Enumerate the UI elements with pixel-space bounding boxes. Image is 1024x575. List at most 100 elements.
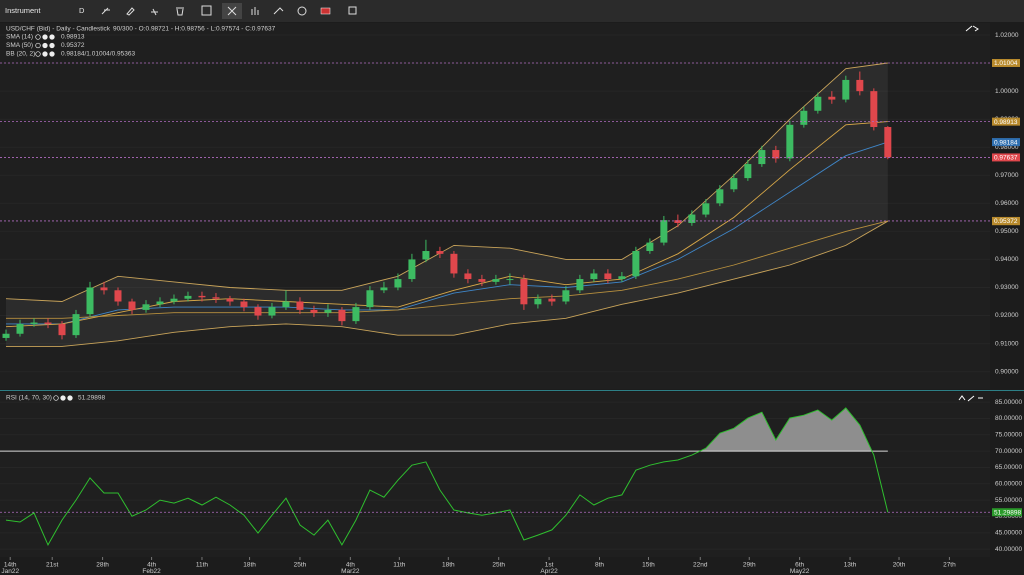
price-tag (992, 508, 1022, 517)
candle-body (730, 178, 738, 190)
price-tag-label: 0.95372 (994, 218, 1018, 225)
language-flag[interactable] (320, 7, 331, 15)
candle-body (170, 298, 178, 302)
maximize-icon[interactable] (965, 25, 979, 32)
rsi-line (5, 407, 889, 547)
price-tag (992, 138, 1020, 147)
indicator-line (6, 141, 888, 325)
delete-tool[interactable] (176, 7, 184, 16)
legend-icon[interactable] (67, 395, 73, 401)
crosshair-tool[interactable] (227, 6, 237, 16)
theme-tool[interactable] (297, 6, 307, 16)
legend-reading: 0.98913 (61, 34, 85, 41)
candle-body (786, 124, 794, 159)
x-tick-label: 25th (294, 562, 307, 569)
price-tag (992, 216, 1020, 225)
y-tick-label: 70.00000 (995, 448, 1022, 455)
candle-body (44, 322, 52, 324)
candle-body (408, 259, 416, 280)
candle-body (548, 298, 556, 302)
window-tool[interactable] (348, 6, 357, 15)
x-tick-label: 20th (893, 562, 906, 569)
price-tag-label: 1.01004 (994, 60, 1018, 67)
x-tick-label: 6th (795, 562, 804, 569)
toolbar (0, 0, 1024, 22)
price-panel (0, 23, 990, 389)
y-tick-label: 0.95000 (995, 228, 1019, 235)
x-tick-label: 29th (743, 562, 756, 569)
candle-body (100, 287, 108, 291)
candle-body (618, 276, 626, 280)
candle-body (282, 301, 290, 308)
candle-body (310, 309, 318, 313)
legend-name: SMA (50) (6, 42, 33, 49)
toolbar-items: Instrument D (5, 3, 357, 19)
x-tick-label: 4th (147, 562, 156, 569)
legend-icon[interactable] (35, 51, 41, 57)
legend-icon[interactable] (49, 42, 55, 49)
candle-body (478, 279, 486, 282)
candle-body (296, 301, 304, 310)
candle-body (800, 110, 808, 125)
period-menu[interactable]: D (79, 6, 85, 15)
candle-body (716, 189, 724, 204)
x-tick-label: 1st (545, 562, 554, 569)
candle-body (576, 279, 584, 291)
overbought-fill (699, 408, 872, 452)
y-tick-label: 45.00000 (995, 530, 1022, 537)
candle-body (394, 279, 402, 288)
x-tick-label: 15th (642, 562, 655, 569)
share-tool[interactable] (273, 7, 284, 15)
candle-body (520, 279, 528, 305)
candle-body (324, 309, 332, 313)
indicator-line (5, 62, 888, 302)
legend-icon[interactable] (35, 42, 41, 49)
x-tick-label: 11th (393, 562, 406, 569)
price-tag (992, 117, 1020, 126)
candle-body (660, 220, 668, 243)
legend-icon[interactable] (53, 395, 59, 401)
y-tick-label: 0.90000 (995, 368, 1019, 375)
legend-icon[interactable] (35, 34, 41, 40)
draw-tool[interactable] (101, 7, 110, 15)
candle-body (198, 295, 206, 298)
candle-body (674, 220, 682, 223)
x-tick-label: 22nd (693, 562, 708, 569)
candle-body (464, 273, 472, 280)
fib-tool[interactable] (151, 8, 158, 16)
candle-body (646, 242, 654, 252)
y-tick-label: 0.93000 (995, 284, 1019, 291)
candle-body (268, 307, 276, 316)
instrument-menu[interactable]: Instrument (5, 6, 41, 15)
band-fill (6, 63, 888, 347)
x-tick-label: 11th (196, 562, 209, 569)
indicator-line (6, 220, 889, 347)
legend-icon[interactable] (49, 34, 55, 40)
chart-type[interactable] (251, 7, 259, 15)
legend-icon[interactable] (42, 51, 48, 57)
x-tick-sublabel: Feb22 (142, 568, 161, 575)
x-tick-label: 25th (492, 562, 505, 569)
legend-icon[interactable] (42, 34, 48, 40)
y-tick-label: 0.98000 (995, 144, 1019, 151)
y-tick-label: 40.00000 (995, 546, 1022, 553)
x-tick-sublabel: Mar22 (341, 568, 360, 575)
legend-icon[interactable] (42, 42, 48, 49)
legend-reading: 0.98184/1.01004/0.95363 (61, 51, 135, 58)
panel-icons[interactable] (958, 395, 983, 402)
pen-tool[interactable] (126, 7, 135, 16)
legend-name: SMA (14) (6, 34, 33, 41)
candle-body (590, 273, 598, 280)
rsi-reading: 51.29898 (78, 395, 105, 402)
candle-body (226, 298, 234, 302)
legend-icon[interactable] (49, 51, 55, 57)
candle-body (380, 287, 388, 291)
y-tick-label: 0.92000 (995, 312, 1019, 319)
candle-body (352, 307, 360, 322)
candle-body (534, 298, 542, 305)
legend-icon[interactable] (60, 395, 66, 401)
candle-body (870, 91, 878, 128)
layout-tool[interactable] (201, 5, 212, 16)
y-tick-label: 0.97000 (995, 172, 1019, 179)
price-tag-label: 0.98913 (994, 119, 1018, 126)
